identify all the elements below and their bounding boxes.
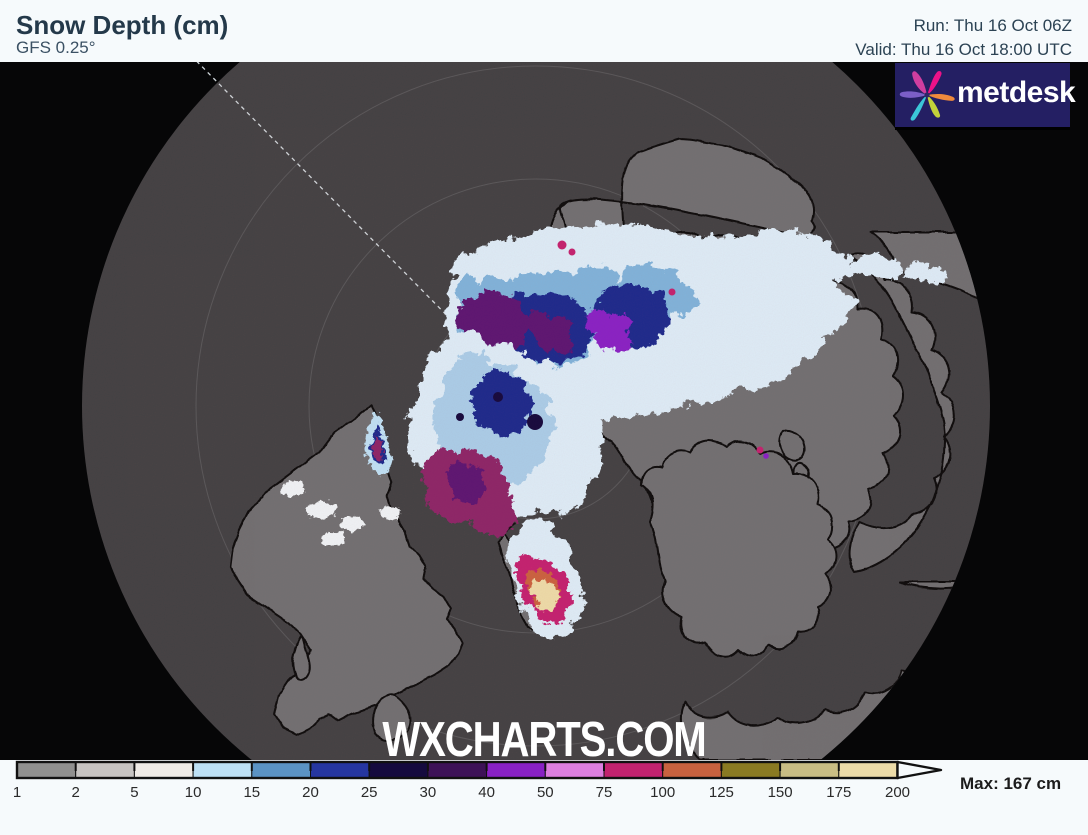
svg-text:75: 75 — [596, 784, 613, 801]
svg-text:30: 30 — [420, 784, 437, 801]
svg-text:10: 10 — [185, 784, 202, 801]
svg-text:100: 100 — [650, 784, 675, 801]
svg-text:50: 50 — [537, 784, 554, 801]
svg-text:175: 175 — [826, 784, 851, 801]
svg-text:150: 150 — [768, 784, 793, 801]
svg-text:15: 15 — [243, 784, 260, 801]
svg-text:5: 5 — [130, 784, 138, 801]
svg-text:2: 2 — [72, 784, 80, 801]
svg-text:20: 20 — [302, 784, 319, 801]
svg-text:200: 200 — [885, 784, 910, 801]
svg-text:25: 25 — [361, 784, 378, 801]
svg-text:1: 1 — [13, 784, 21, 801]
svg-text:125: 125 — [709, 784, 734, 801]
svg-text:40: 40 — [478, 784, 495, 801]
